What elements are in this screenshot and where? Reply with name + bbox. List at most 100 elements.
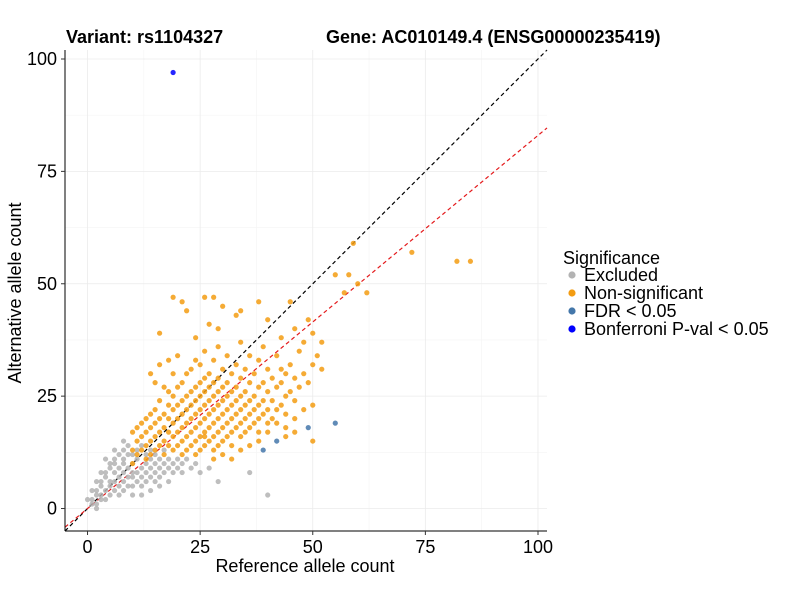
point-non-significant	[143, 442, 149, 449]
point-non-significant	[215, 344, 221, 350]
y-axis-title: Alternative allele count	[5, 202, 25, 383]
point-non-significant	[138, 420, 145, 426]
point-non-significant	[283, 371, 289, 377]
point-excluded	[138, 483, 145, 489]
y-tick-label: 100	[27, 49, 57, 69]
legend-key-fdr-0-05	[568, 307, 576, 315]
point-non-significant	[247, 398, 253, 404]
point-non-significant	[269, 375, 275, 381]
point-non-significant	[229, 416, 235, 422]
point-non-significant	[292, 416, 298, 422]
point-excluded	[134, 469, 140, 476]
point-non-significant	[206, 425, 212, 431]
point-non-significant	[274, 353, 280, 359]
point-non-significant	[188, 389, 194, 395]
point-excluded	[152, 478, 158, 485]
point-non-significant	[233, 362, 239, 368]
point-non-significant	[220, 384, 226, 390]
point-non-significant	[161, 425, 167, 431]
point-excluded	[166, 456, 172, 462]
point-non-significant	[202, 389, 208, 395]
point-non-significant	[193, 411, 199, 417]
point-non-significant	[260, 411, 266, 417]
point-non-significant	[170, 371, 176, 377]
point-non-significant	[242, 429, 248, 435]
data-points	[84, 69, 474, 512]
point-excluded	[143, 451, 149, 458]
point-non-significant	[211, 380, 217, 386]
point-non-significant	[238, 420, 244, 426]
point-excluded	[111, 487, 118, 494]
point-non-significant	[211, 447, 217, 453]
point-excluded	[120, 456, 127, 462]
point-excluded	[161, 469, 167, 476]
point-non-significant	[211, 433, 217, 440]
point-non-significant	[251, 420, 257, 426]
point-non-significant	[134, 438, 140, 444]
point-excluded	[179, 460, 185, 467]
point-non-significant	[305, 380, 311, 386]
point-non-significant	[350, 240, 356, 246]
point-non-significant	[138, 447, 145, 453]
point-non-significant	[134, 425, 140, 431]
reference-line-fit	[64, 127, 548, 528]
point-non-significant	[220, 411, 226, 417]
legend-label-fdr-0-05: FDR < 0.05	[584, 301, 677, 321]
point-non-significant	[229, 371, 235, 377]
point-non-significant	[147, 411, 154, 417]
point-non-significant	[229, 456, 235, 462]
point-non-significant	[179, 380, 185, 386]
point-non-significant	[143, 429, 149, 435]
point-non-significant	[170, 447, 176, 453]
point-excluded	[147, 456, 154, 462]
point-excluded	[107, 492, 113, 498]
point-non-significant	[260, 380, 266, 386]
point-non-significant	[147, 438, 154, 444]
point-non-significant	[211, 294, 217, 300]
point-excluded	[161, 460, 167, 467]
point-excluded	[93, 505, 100, 512]
point-non-significant	[166, 389, 172, 395]
point-non-significant	[364, 290, 370, 296]
point-excluded	[175, 456, 181, 462]
point-non-significant	[206, 411, 212, 417]
point-non-significant	[202, 294, 208, 300]
point-non-significant	[197, 393, 203, 399]
point-non-significant	[202, 442, 208, 449]
point-excluded	[147, 487, 154, 494]
point-non-significant	[188, 366, 194, 372]
point-excluded	[125, 465, 131, 471]
point-non-significant	[292, 326, 298, 332]
point-fdr-0-05	[274, 438, 280, 444]
point-excluded	[138, 492, 145, 498]
point-non-significant	[265, 317, 271, 323]
y-tick-label: 50	[37, 274, 57, 294]
point-non-significant	[269, 416, 275, 422]
point-non-significant	[274, 407, 280, 413]
point-excluded	[111, 469, 118, 476]
point-excluded	[147, 447, 154, 453]
point-excluded	[156, 465, 163, 471]
point-non-significant	[283, 411, 289, 417]
point-non-significant	[256, 357, 262, 363]
point-non-significant	[152, 407, 158, 413]
point-non-significant	[305, 317, 311, 323]
point-excluded	[188, 465, 194, 471]
point-excluded	[156, 474, 163, 480]
point-non-significant	[152, 380, 158, 386]
point-excluded	[93, 487, 100, 494]
point-non-significant	[197, 433, 203, 440]
point-excluded	[152, 469, 158, 476]
point-excluded	[247, 469, 253, 476]
legend-label-excluded: Excluded	[584, 265, 658, 285]
point-non-significant	[129, 429, 136, 435]
reference-line-identity	[64, 49, 548, 532]
point-non-significant	[265, 389, 271, 395]
point-non-significant	[156, 362, 163, 368]
point-non-significant	[179, 299, 185, 305]
point-non-significant	[193, 357, 199, 363]
chart-title-variant: Variant: rs1104327	[66, 27, 223, 47]
point-non-significant	[319, 339, 325, 345]
point-excluded	[152, 460, 158, 467]
point-excluded	[120, 438, 127, 444]
